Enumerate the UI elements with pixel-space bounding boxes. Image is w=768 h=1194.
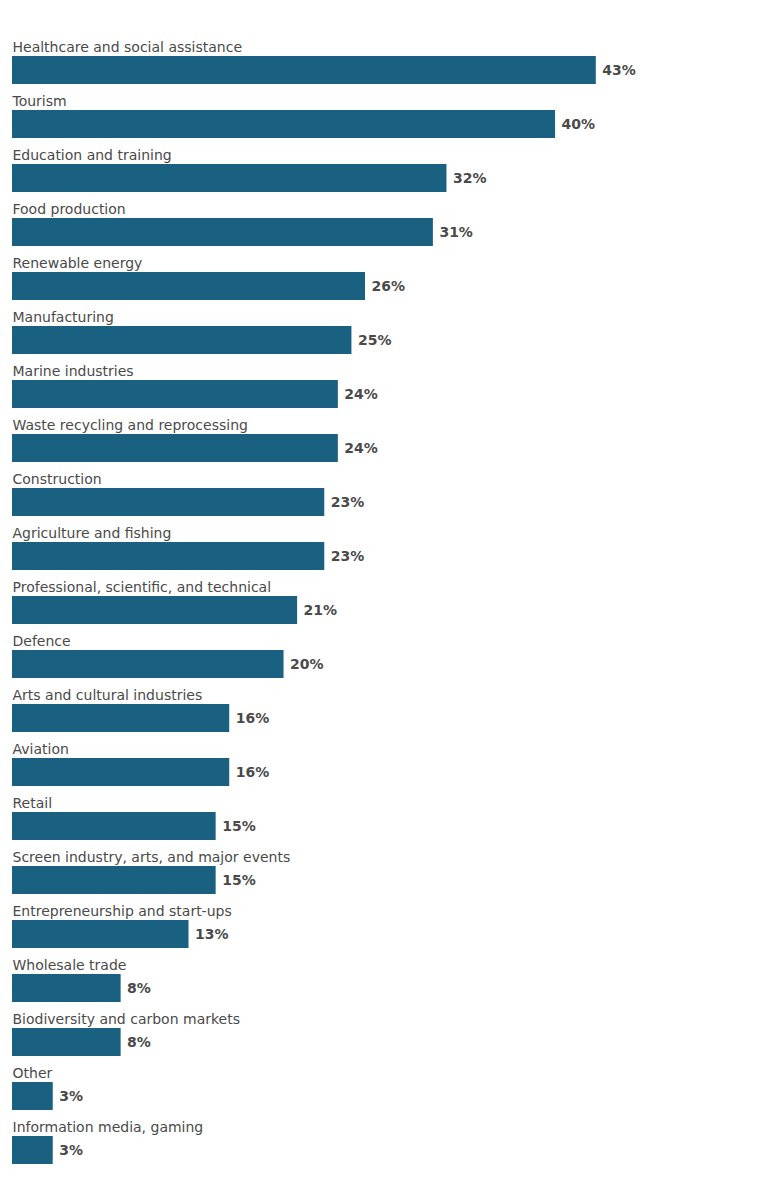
svg-text:23%: 23% [331,494,365,510]
svg-text:Information media, gaming: Information media, gaming [13,1119,204,1135]
svg-text:21%: 21% [304,602,338,618]
svg-text:Construction: Construction [13,471,102,487]
svg-text:24%: 24% [344,440,378,456]
svg-text:25%: 25% [358,332,392,348]
svg-text:Wholesale trade: Wholesale trade [13,957,127,973]
svg-text:20%: 20% [290,656,324,672]
svg-text:31%: 31% [439,224,473,240]
svg-text:Food production: Food production [13,201,126,217]
svg-text:Screen industry, arts, and maj: Screen industry, arts, and major events [13,849,291,865]
svg-text:26%: 26% [372,278,406,294]
svg-text:Waste recycling and reprocessi: Waste recycling and reprocessing [13,417,248,433]
svg-text:Agriculture and fishing: Agriculture and fishing [13,525,172,541]
svg-text:13%: 13% [195,926,229,942]
svg-text:8%: 8% [127,980,151,996]
svg-text:16%: 16% [236,764,270,780]
svg-text:16%: 16% [236,710,270,726]
svg-text:15%: 15% [222,872,256,888]
svg-text:Arts and cultural industries: Arts and cultural industries [13,687,203,703]
svg-text:Other: Other [13,1065,53,1081]
svg-text:3%: 3% [59,1142,83,1158]
svg-text:43%: 43% [602,62,636,78]
svg-text:32%: 32% [453,170,487,186]
svg-text:Tourism: Tourism [12,93,67,109]
svg-text:Manufacturing: Manufacturing [13,309,114,325]
svg-text:Renewable energy: Renewable energy [13,255,143,271]
svg-text:Education and training: Education and training [13,147,172,163]
svg-text:24%: 24% [344,386,378,402]
svg-text:23%: 23% [331,548,365,564]
svg-text:8%: 8% [127,1034,151,1050]
svg-text:Defence: Defence [13,633,71,649]
svg-text:Professional, scientific, and: Professional, scientific, and technical [13,579,272,595]
svg-text:3%: 3% [59,1088,83,1104]
svg-text:15%: 15% [222,818,256,834]
svg-text:Retail: Retail [13,795,53,811]
svg-text:Aviation: Aviation [13,741,69,757]
svg-text:40%: 40% [562,116,596,132]
svg-text:Healthcare and social assistan: Healthcare and social assistance [13,39,243,55]
svg-text:Marine industries: Marine industries [13,363,134,379]
svg-text:Entrepreneurship and start-ups: Entrepreneurship and start-ups [13,903,232,919]
svg-text:Biodiversity and carbon market: Biodiversity and carbon markets [13,1011,240,1027]
